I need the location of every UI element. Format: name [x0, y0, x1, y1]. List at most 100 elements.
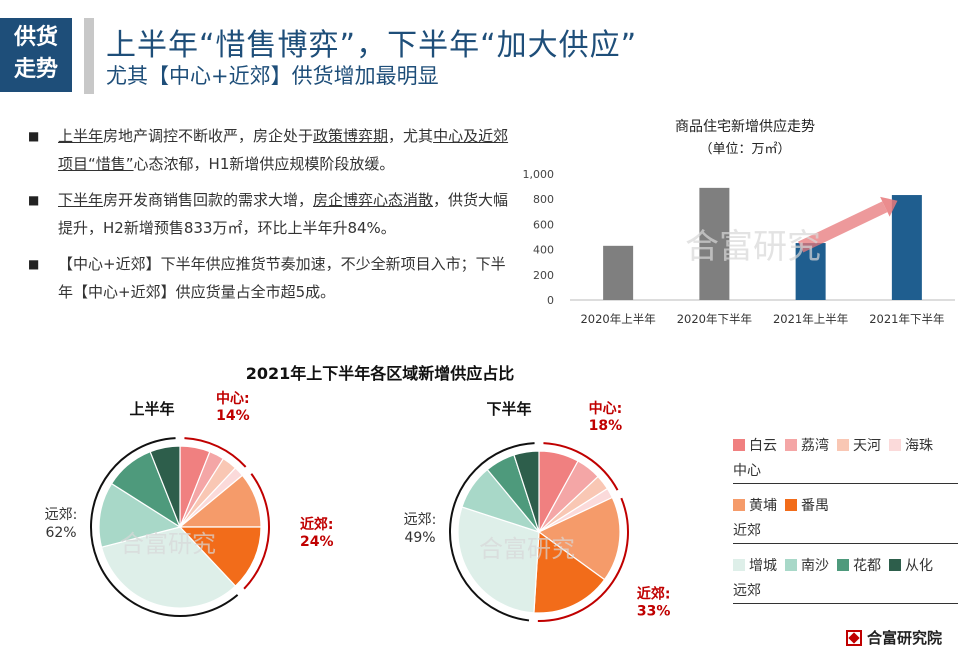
center-group-arc — [184, 437, 247, 468]
pie-legend: 白云 荔湾 天河 海珠 中心 黄埔 番禺 近郊 增城 南沙 花都 从化 远郊 — [733, 432, 963, 612]
y-tick-label: 0 — [547, 294, 554, 307]
brand-logo: 合富研究院 — [846, 627, 942, 648]
bullet-text: ，尤其 — [388, 127, 434, 145]
far-group-label: 远郊: — [45, 506, 78, 523]
legend-label: 番禺 — [801, 498, 829, 514]
bar — [603, 245, 634, 300]
legend-item: 花都 — [837, 555, 881, 575]
y-tick-label: 800 — [533, 193, 554, 206]
watermark: 合富研究 — [479, 535, 575, 563]
legend-row: 增城 南沙 花都 从化 — [733, 552, 963, 578]
legend-label: 荔湾 — [801, 438, 829, 454]
bar-chart: 0 200 400 600 800 1,000 2020年上半年 2020年下半年 2021年上… — [523, 168, 955, 326]
center-group-arc — [543, 442, 619, 491]
near-group-arc — [537, 497, 629, 622]
y-tick-label: 400 — [533, 244, 554, 257]
trend-arrow — [798, 201, 888, 253]
pie-slice — [178, 526, 262, 587]
far-group-pct: 49% — [404, 530, 435, 546]
legend-item: 黄埔 — [733, 495, 777, 515]
bullet-text: 房地产调控不断收严，房企处于 — [103, 127, 314, 145]
legend-item: 番禺 — [785, 495, 829, 515]
tag-divider — [84, 18, 94, 94]
trend-arrow-head — [880, 196, 898, 217]
brand-name: 合富研究院 — [867, 629, 943, 647]
pie-slice — [457, 506, 540, 614]
bullet-text: 心态浓郁，H1新增供应规模阶段放缓。 — [133, 155, 395, 173]
bullet-underline: 下半年 — [58, 191, 104, 209]
pie-title: 下半年 — [486, 400, 531, 418]
legend-swatch — [837, 439, 849, 451]
x-tick-label: 2020年下半年 — [677, 312, 752, 326]
section-tag: 供货 走势 — [0, 18, 72, 92]
bar-chart-title: 商品住宅新增供应走势 — [675, 119, 815, 135]
legend-label: 海珠 — [905, 438, 933, 454]
brand-icon — [846, 629, 862, 646]
center-group-pct: 18% — [589, 418, 623, 434]
bullet-text: ，供货大幅提升，H2新增预售833万㎡，环比上半年升84%。 — [58, 191, 509, 237]
near-group-label: 近郊: — [637, 586, 671, 603]
watermark: 合富研究 — [685, 227, 821, 267]
far-group-arc — [449, 442, 535, 622]
y-tick-label: 600 — [533, 218, 554, 231]
legend-item: 海珠 — [889, 435, 933, 455]
legend-group-label: 中心 — [733, 458, 958, 484]
pie-slice — [149, 445, 181, 528]
legend-label: 黄埔 — [749, 498, 777, 514]
x-tick-label: 2021年上半年 — [773, 312, 848, 326]
legend-swatch — [785, 499, 797, 511]
bullet-text: 【中心+近郊】下半年供应推货节奏加速，不少全新项目入市；下半年【中心+近郊】供应… — [58, 255, 506, 301]
legend-item: 荔湾 — [785, 435, 829, 455]
far-group-label: 远郊: — [404, 511, 437, 528]
bullet-underline: 中心及近郊项目“惜售” — [58, 127, 509, 173]
page-title: 上半年“惜售博弈”，下半年“加大供应” — [106, 28, 638, 63]
page-subtitle: 尤其【中心+近郊】供货增加最明显 — [106, 64, 439, 88]
bullet-item: 下半年房开发商销售回款的需求大增，房企博弈心态消散，供货大幅提升，H2新增预售8… — [28, 186, 518, 242]
legend-swatch — [733, 439, 745, 451]
legend-item: 增城 — [733, 555, 777, 575]
legend-swatch — [889, 559, 901, 571]
far-group-pct: 62% — [45, 525, 76, 541]
watermark: 合富研究 — [120, 530, 216, 558]
legend-group-label: 近郊 — [733, 518, 958, 544]
pie-slice — [537, 496, 621, 581]
bar — [891, 195, 922, 300]
legend-row: 白云 荔湾 天河 海珠 — [733, 432, 963, 458]
bar-chart-unit: （单位：万㎡） — [699, 142, 791, 157]
legend-label: 白云 — [749, 438, 777, 454]
far-group-arc — [90, 437, 239, 617]
bullet-item: 【中心+近郊】下半年供应推货节奏加速，不少全新项目入市；下半年【中心+近郊】供应… — [28, 250, 518, 306]
x-tick-label: 2021年下半年 — [869, 312, 944, 326]
pie-slice — [98, 482, 182, 548]
center-group-label: 中心: — [589, 400, 623, 417]
near-group-pct: 24% — [300, 534, 334, 550]
pie-section-title: 2021年上下半年各区域新增供应占比 — [245, 364, 515, 383]
legend-item: 南沙 — [785, 555, 829, 575]
tag-line2: 走势 — [13, 57, 58, 82]
legend-label: 花都 — [853, 558, 881, 574]
y-tick-label: 1,000 — [523, 168, 555, 181]
legend-swatch — [733, 559, 745, 571]
legend-item: 从化 — [889, 555, 933, 575]
bullet-underline: 上半年 — [58, 127, 104, 145]
bullet-list: 上半年房地产调控不断收严，房企处于政策博弈期，尤其中心及近郊项目“惜售”心态浓郁… — [28, 122, 518, 314]
bullet-item: 上半年房地产调控不断收严，房企处于政策博弈期，尤其中心及近郊项目“惜售”心态浓郁… — [28, 122, 518, 178]
legend-swatch — [785, 559, 797, 571]
legend-label: 南沙 — [801, 558, 829, 574]
center-group-label: 中心: — [216, 390, 250, 407]
pie-slice — [533, 530, 606, 614]
bullet-underline: 房企博弈心态消散 — [313, 191, 434, 209]
bar — [795, 243, 826, 300]
pie-title: 上半年 — [129, 400, 174, 418]
legend-row: 黄埔 番禺 — [733, 492, 963, 518]
legend-label: 增城 — [749, 558, 777, 574]
near-group-label: 近郊: — [300, 516, 334, 533]
y-tick-label: 200 — [533, 269, 554, 282]
legend-label: 天河 — [853, 438, 881, 454]
bullet-underline: 政策博弈期 — [313, 127, 389, 145]
center-group-pct: 14% — [216, 408, 250, 424]
tag-line1: 供货 — [13, 25, 58, 50]
pie-slice — [100, 526, 237, 609]
x-tick-label: 2020年上半年 — [580, 312, 655, 326]
